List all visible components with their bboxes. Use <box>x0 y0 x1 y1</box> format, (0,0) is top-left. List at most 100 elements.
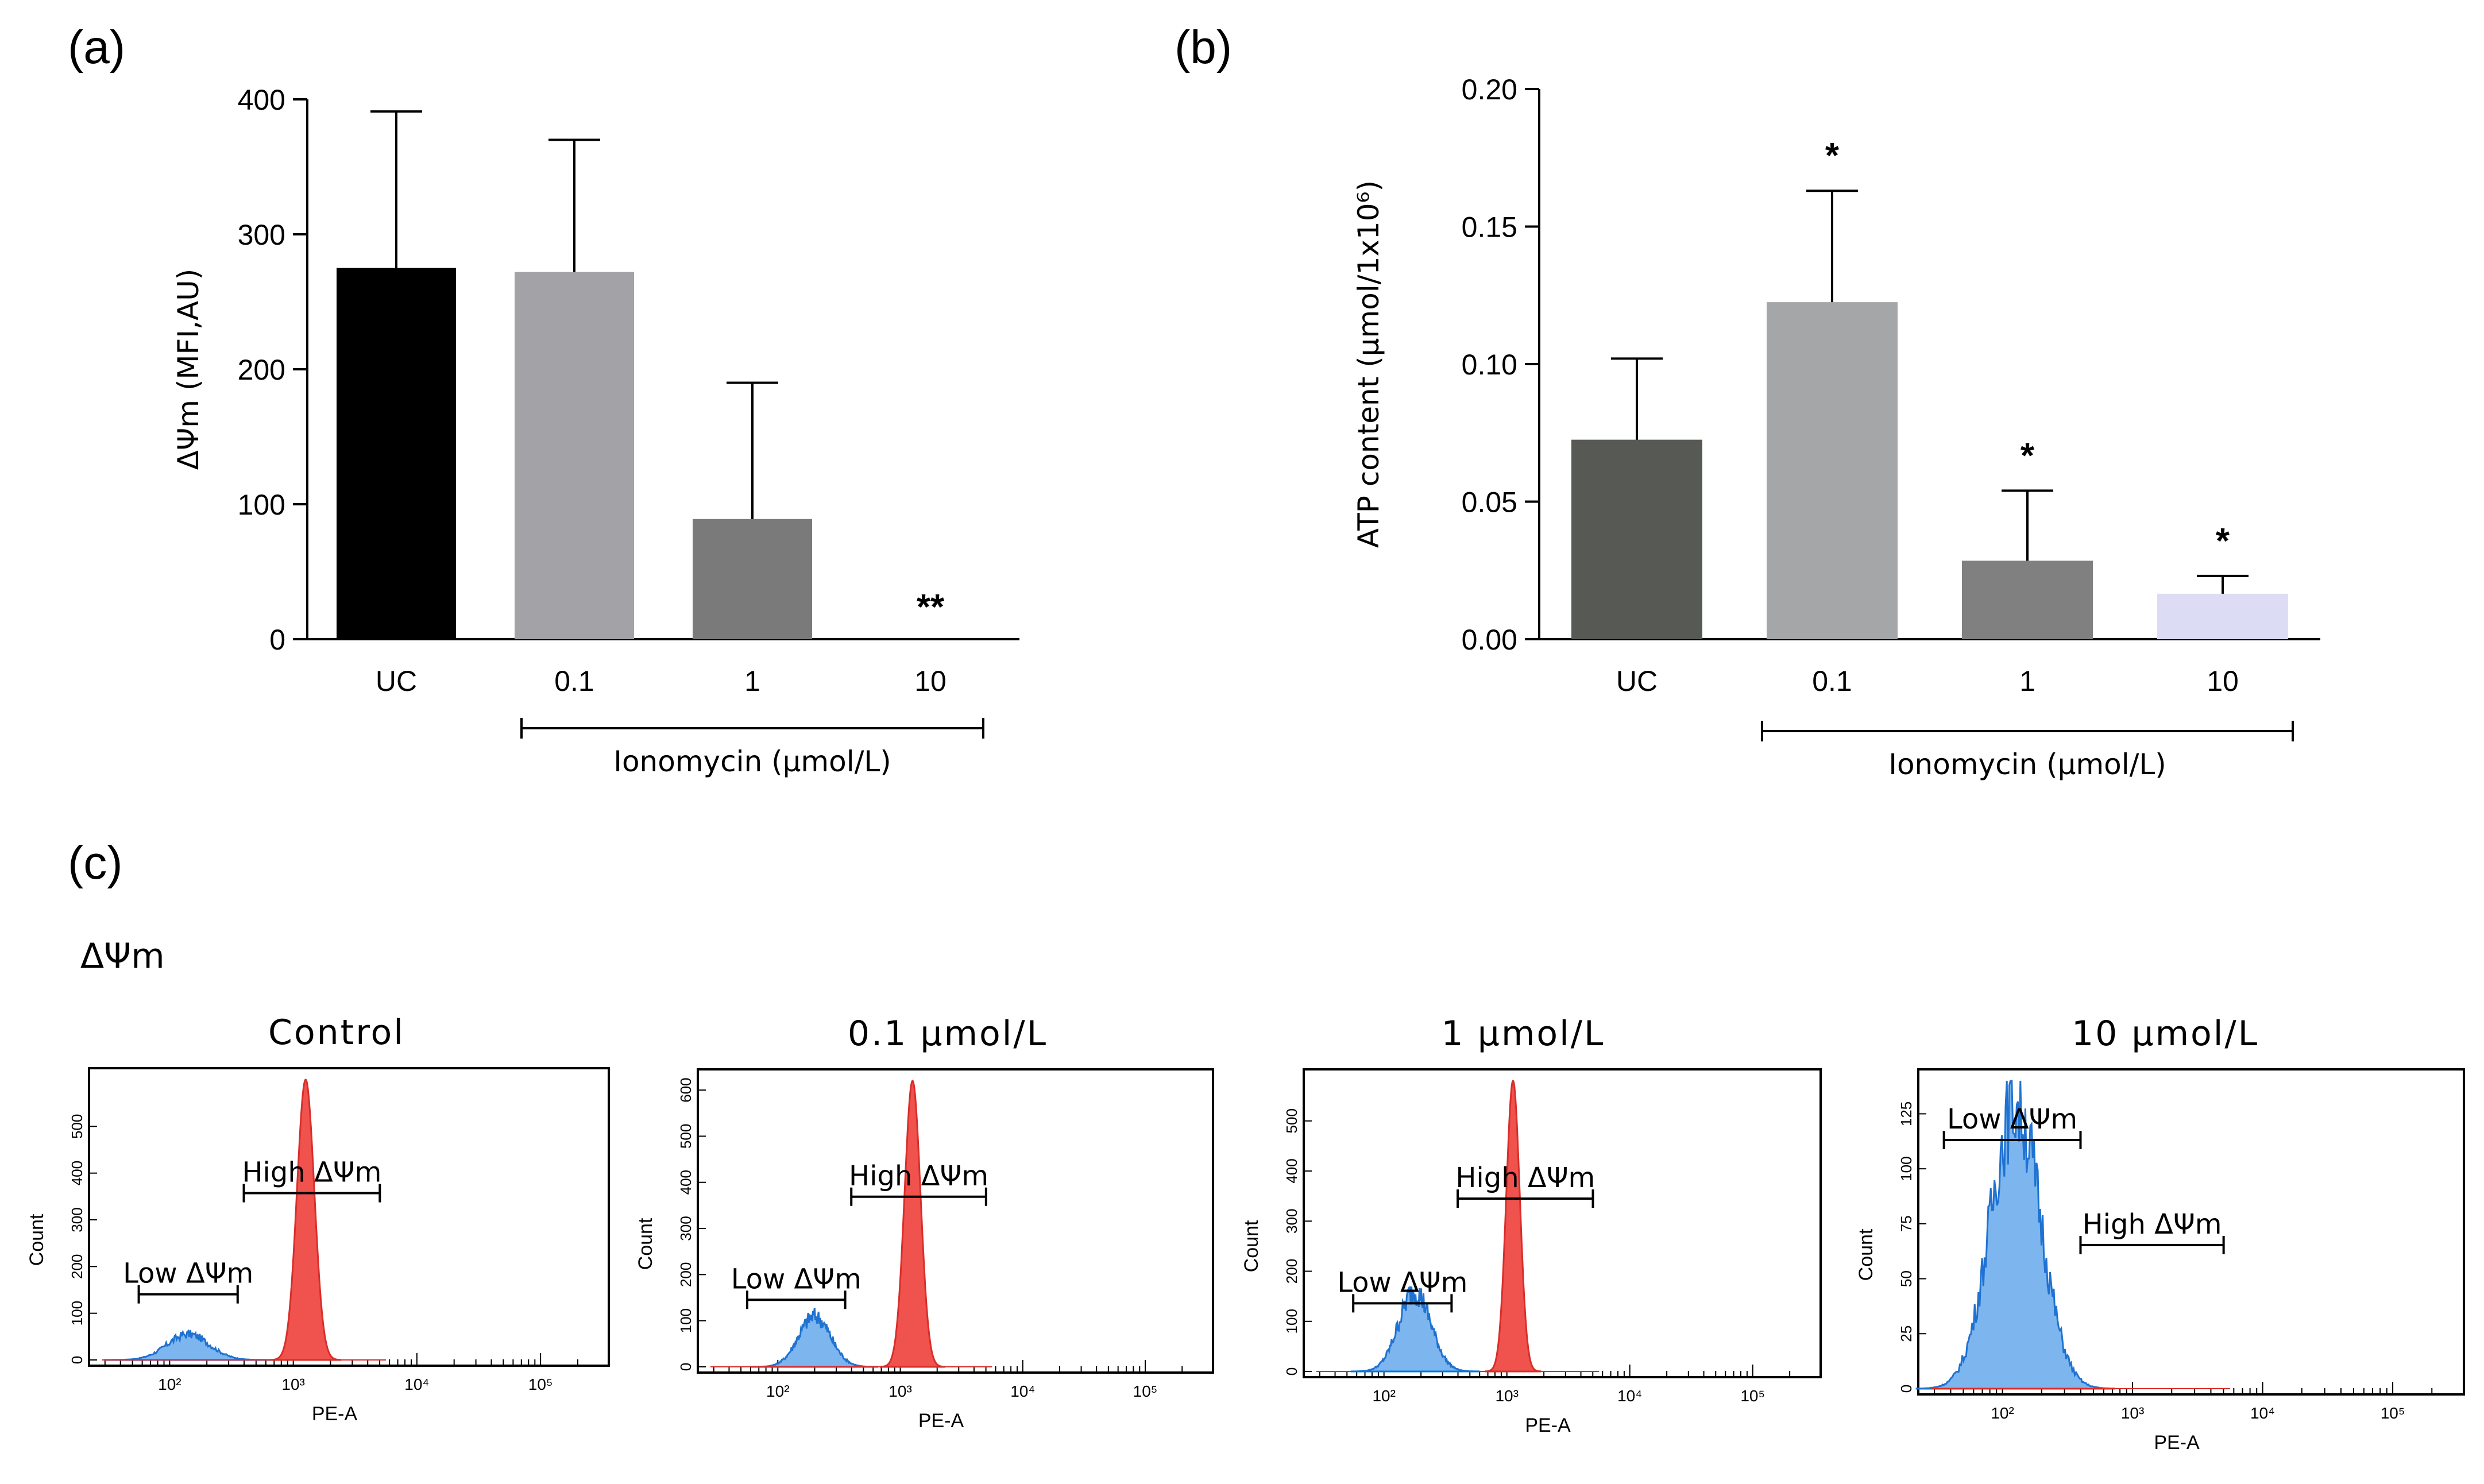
chart-b-x-label: Ionomycin (μmol/L) <box>1888 748 2166 781</box>
histogram-2: 1 μmol/L 10² 10³ 10⁴ 10⁵ PE-A 0 100 200 300 400 500… <box>1241 1014 1822 1436</box>
y-tick-label: 50 <box>1898 1270 1915 1287</box>
x-axis-label: PE-A <box>1525 1415 1571 1436</box>
chart-a-bar-1 <box>693 520 812 639</box>
high-potential-peak <box>1485 1079 1542 1373</box>
low-gate-label: Low ΔΨm <box>123 1258 253 1290</box>
y-tick-label: 100 <box>1898 1156 1915 1181</box>
chart-b-significance: * <box>1825 136 1840 176</box>
y-tick-label: 125 <box>1898 1102 1915 1126</box>
chart-b-xtick-label: 0.1 <box>1812 665 1852 697</box>
panel-c-subtitle: ΔΨm <box>80 936 165 976</box>
y-tick-label: 400 <box>1283 1158 1300 1183</box>
chart-b-xtick-label: 10 <box>2207 665 2239 697</box>
high-potential-peak <box>879 1080 945 1368</box>
y-axis-label: Count <box>1855 1228 1877 1281</box>
panel-label-a: (a) <box>68 21 125 74</box>
y-axis-label: Count <box>1241 1220 1262 1272</box>
chart-b-bar-UC <box>1571 441 1702 639</box>
x-tick-label: 10² <box>766 1382 789 1400</box>
low-gate-label: Low ΔΨm <box>1337 1266 1467 1298</box>
chart-a-ytick-label: 200 <box>238 354 285 386</box>
high-gate-label: High ΔΨm <box>242 1157 381 1189</box>
y-tick-label: 100 <box>677 1308 694 1333</box>
chart-b-ytick-label: 0.20 <box>1462 74 1517 106</box>
y-tick-label: 25 <box>1898 1325 1915 1342</box>
low-gate-label: Low ΔΨm <box>731 1263 862 1295</box>
x-axis-label: PE-A <box>312 1403 358 1425</box>
y-tick-label: 200 <box>1283 1259 1300 1284</box>
y-axis-label: Count <box>635 1218 656 1270</box>
chart-a-y-label: ΔΨm (MFI,AU) <box>172 269 205 470</box>
y-tick-label: 100 <box>68 1301 86 1325</box>
y-tick-label: 500 <box>1283 1108 1300 1133</box>
y-tick-label: 400 <box>677 1170 694 1195</box>
histogram-title: 0.1 μmol/L <box>848 1014 1048 1054</box>
high-gate-label: High ΔΨm <box>2083 1208 2222 1240</box>
x-tick-label: 10³ <box>2121 1404 2144 1422</box>
chart-a-ytick-label: 100 <box>238 489 285 521</box>
x-tick-label: 10³ <box>281 1375 304 1393</box>
histogram-title: Control <box>268 1012 405 1053</box>
chart-a-ytick-label: 300 <box>238 219 285 251</box>
y-tick-label: 0 <box>1898 1385 1915 1393</box>
high-potential-peak <box>270 1079 342 1361</box>
x-tick-label: 10³ <box>888 1382 911 1400</box>
y-tick-label: 300 <box>677 1216 694 1240</box>
x-tick-label: 10⁵ <box>2381 1404 2405 1422</box>
x-tick-label: 10⁴ <box>1010 1382 1035 1400</box>
chart-b-significance: * <box>2216 521 2230 561</box>
y-tick-label: 0 <box>1283 1367 1300 1375</box>
y-tick-label: 600 <box>677 1077 694 1102</box>
histogram-frame <box>697 1068 1214 1374</box>
y-tick-label: 0 <box>68 1356 86 1364</box>
chart-b-bar-0.1 <box>1767 303 1898 639</box>
x-axis-label: PE-A <box>2154 1432 2200 1454</box>
chart-a-bar-UC <box>337 269 456 640</box>
histogram-1: 0.1 μmol/L 10² 10³ 10⁴ 10⁵ PE-A 0 100 200 300 400 5… <box>635 1014 1214 1432</box>
histogram-frame <box>1303 1068 1822 1378</box>
histogram-title: 1 μmol/L <box>1442 1014 1605 1054</box>
x-tick-label: 10⁴ <box>2250 1404 2275 1422</box>
chart-a-ytick-label: 400 <box>238 84 285 116</box>
chart-b-ytick-label: 0.00 <box>1462 624 1517 656</box>
chart-b-xtick-label: 1 <box>2019 665 2035 697</box>
chart-b-significance: * <box>2021 436 2035 476</box>
histogram-title: 10 μmol/L <box>2072 1014 2259 1054</box>
x-tick-label: 10⁵ <box>1133 1382 1158 1400</box>
chart-b-xtick-label: UC <box>1616 665 1658 697</box>
x-tick-label: 10⁴ <box>404 1375 429 1393</box>
low-potential-peak <box>104 1329 273 1361</box>
x-tick-label: 10² <box>1372 1387 1395 1405</box>
chart-a-xtick-label: 10 <box>914 665 947 697</box>
chart-b-y-label: ATP content (μmol/1x10⁶) <box>1352 180 1385 548</box>
low-potential-peak <box>751 1308 879 1368</box>
histogram-frame <box>88 1067 610 1367</box>
chart-b: 0.00 0.05 0.10 0.15 0.20 ATP content (μmol/1x… <box>1352 74 2320 781</box>
y-tick-label: 200 <box>677 1262 694 1287</box>
high-gate-label: High ΔΨm <box>849 1160 988 1192</box>
panel-label-b: (b) <box>1175 21 1232 74</box>
chart-a-xtick-label: UC <box>376 665 417 697</box>
histogram-3: 10 μmol/L 10² 10³ 10⁴ 10⁵ PE-A 0 25 50 75 100 125 Co… <box>1855 1014 2465 1454</box>
chart-b-ytick-label: 0.10 <box>1462 349 1517 381</box>
y-axis-label: Count <box>26 1214 48 1266</box>
high-gate-label: High ΔΨm <box>1455 1162 1595 1194</box>
chart-a-significance: ** <box>917 588 945 627</box>
panel-label-c: (c) <box>68 837 123 889</box>
y-tick-label: 300 <box>68 1207 86 1232</box>
chart-a-xtick-label: 0.1 <box>554 665 594 697</box>
x-tick-label: 10² <box>1991 1404 2014 1422</box>
chart-a-x-label: Ionomycin (μmol/L) <box>613 745 891 778</box>
chart-b-bar-1 <box>1962 562 2093 639</box>
histogram-0: Control 10² 10³ 10⁴ 10⁵ PE-A 0 100 200 300 400 500 C… <box>26 1012 610 1425</box>
x-tick-label: 10² <box>158 1375 181 1393</box>
x-tick-label: 10³ <box>1495 1387 1518 1405</box>
y-tick-label: 500 <box>677 1124 694 1149</box>
low-gate-label: Low ΔΨm <box>1947 1103 2077 1135</box>
chart-a-ytick-label: 0 <box>269 624 285 656</box>
y-tick-label: 500 <box>68 1114 86 1139</box>
x-tick-label: 10⁴ <box>1617 1387 1642 1405</box>
chart-a-bar-0.1 <box>515 273 634 639</box>
y-tick-label: 200 <box>68 1254 86 1279</box>
